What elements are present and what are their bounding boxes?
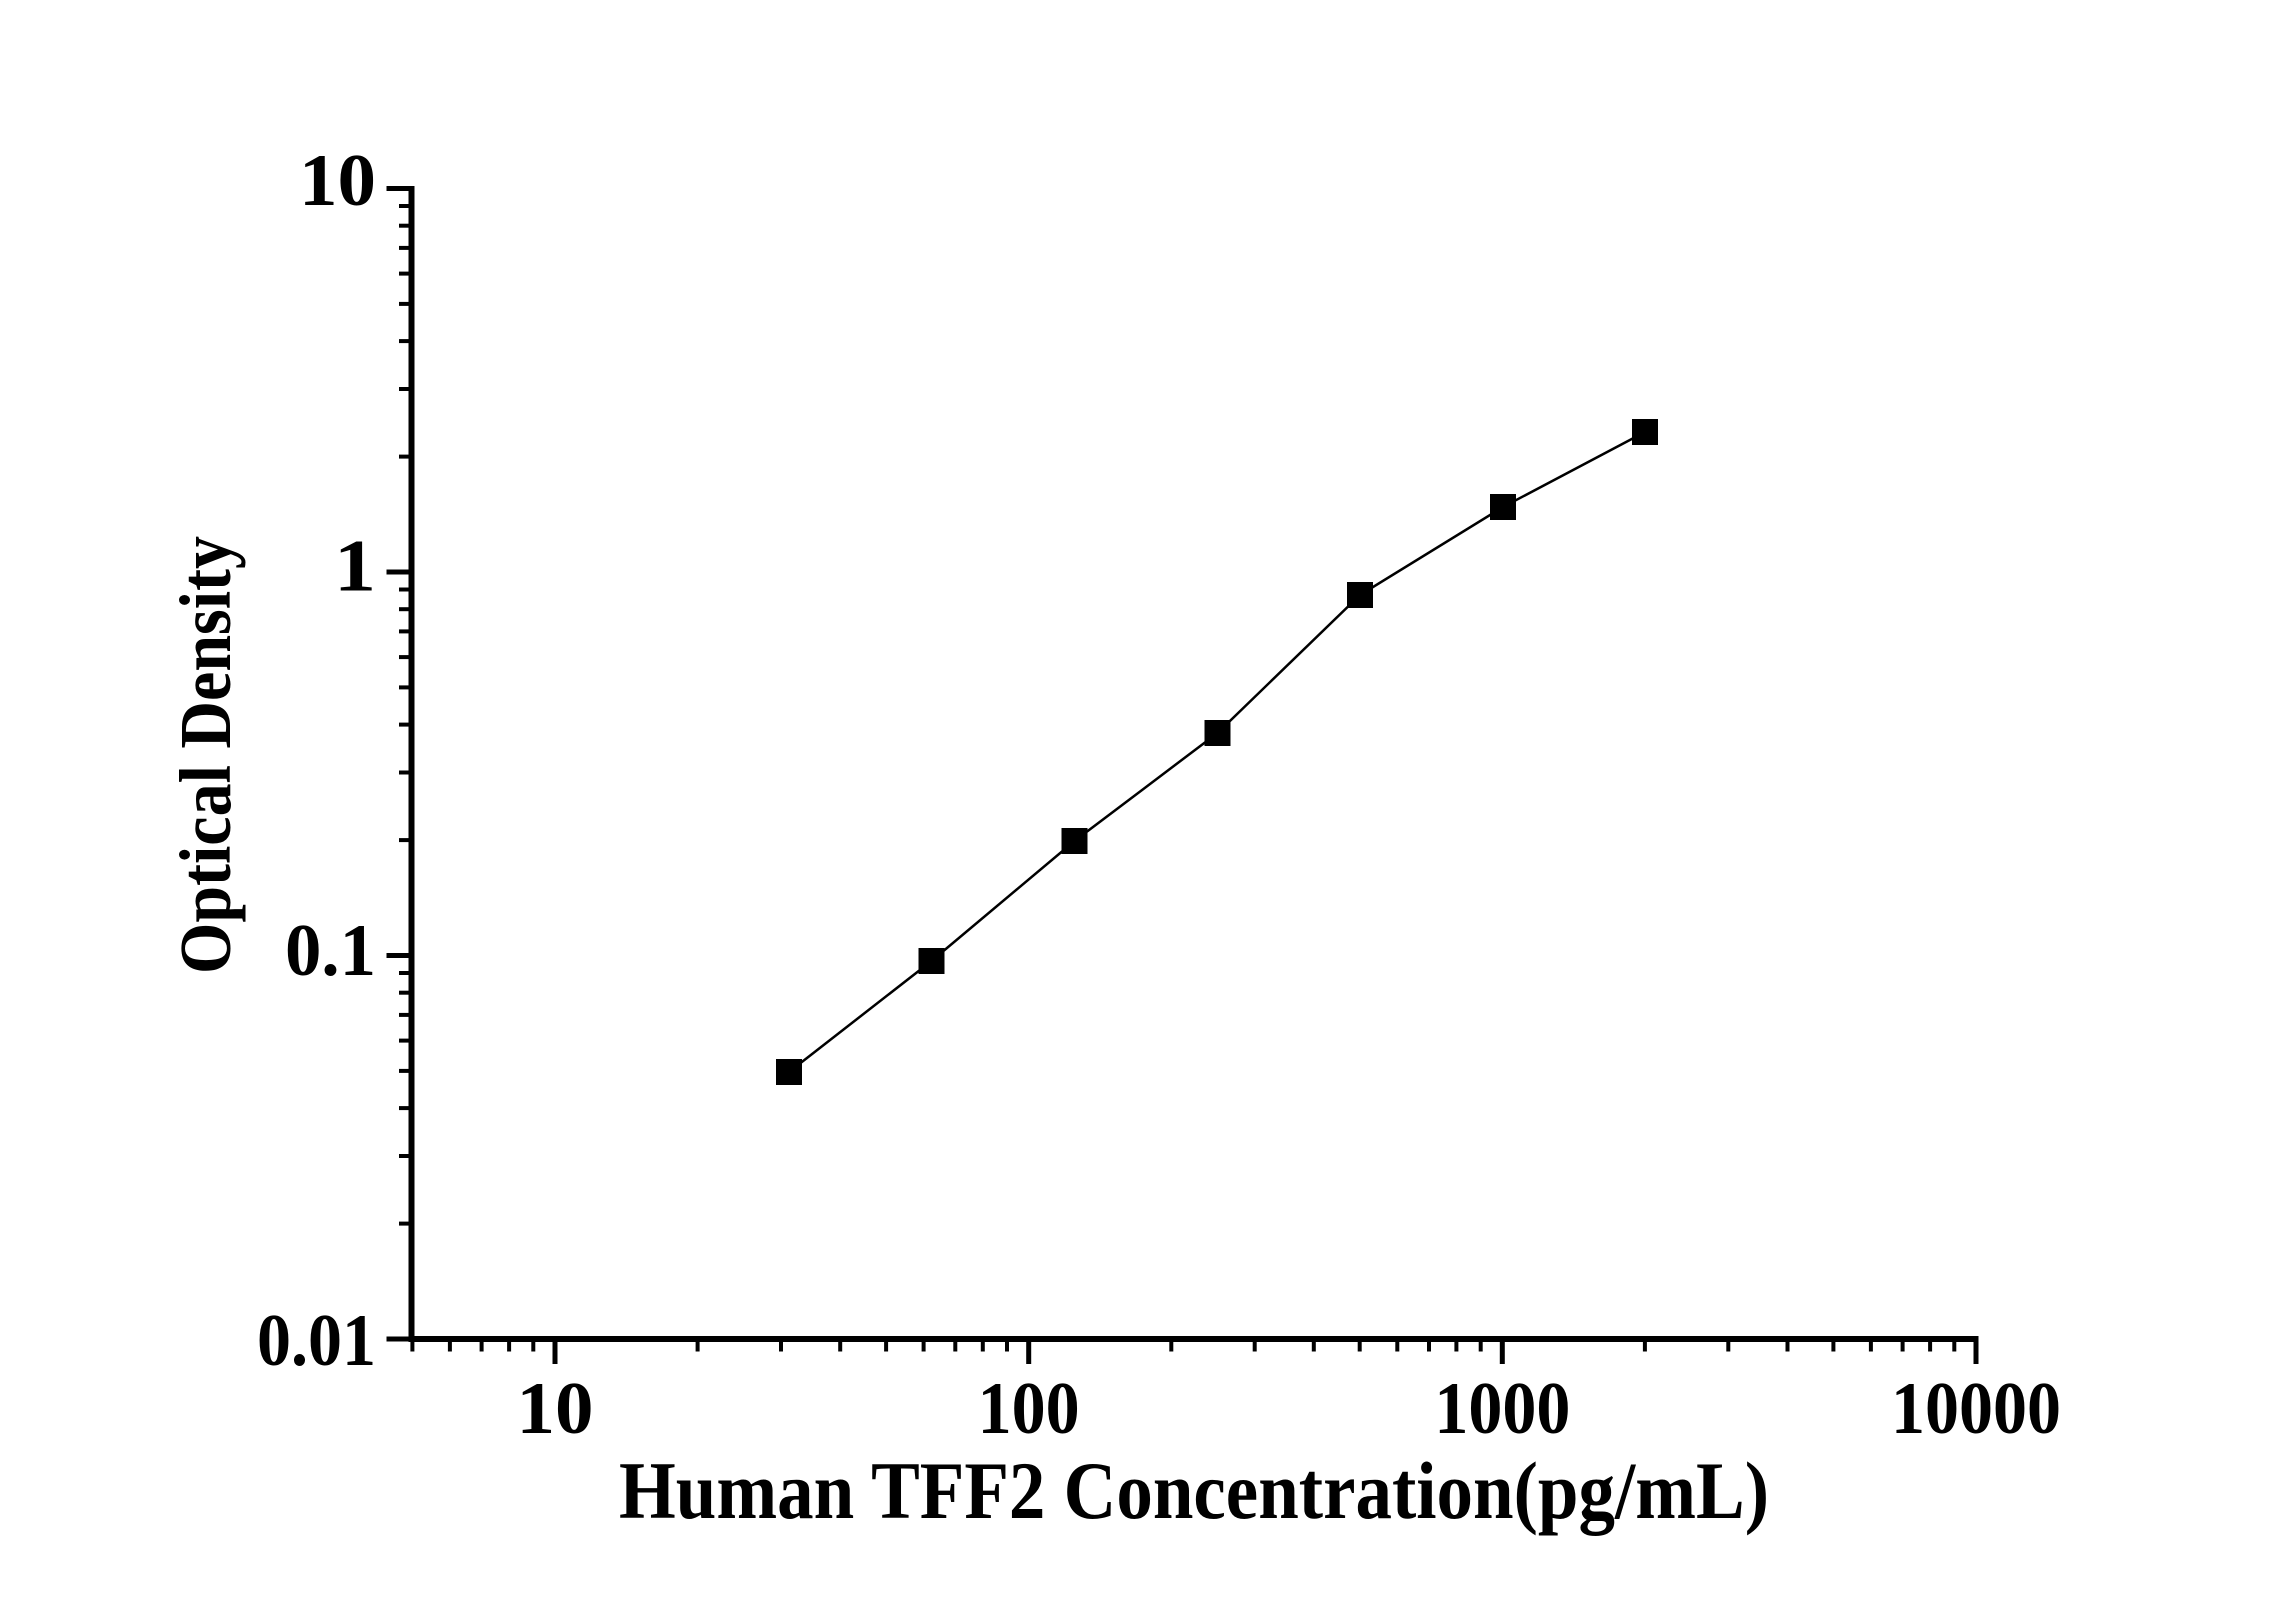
svg-text:1000: 1000 [1434,1368,1570,1450]
svg-text:10: 10 [517,1368,594,1450]
svg-text:10: 10 [299,140,376,222]
svg-text:100: 100 [978,1368,1080,1450]
svg-text:1: 1 [334,526,376,608]
svg-text:0.1: 0.1 [285,910,376,992]
svg-text:Human TFF2 Concentration(pg/mL: Human TFF2 Concentration(pg/mL) [619,1445,1769,1536]
svg-text:Optical Density: Optical Density [165,536,246,974]
svg-text:10000: 10000 [1891,1368,2061,1450]
svg-text:0.01: 0.01 [257,1300,376,1382]
